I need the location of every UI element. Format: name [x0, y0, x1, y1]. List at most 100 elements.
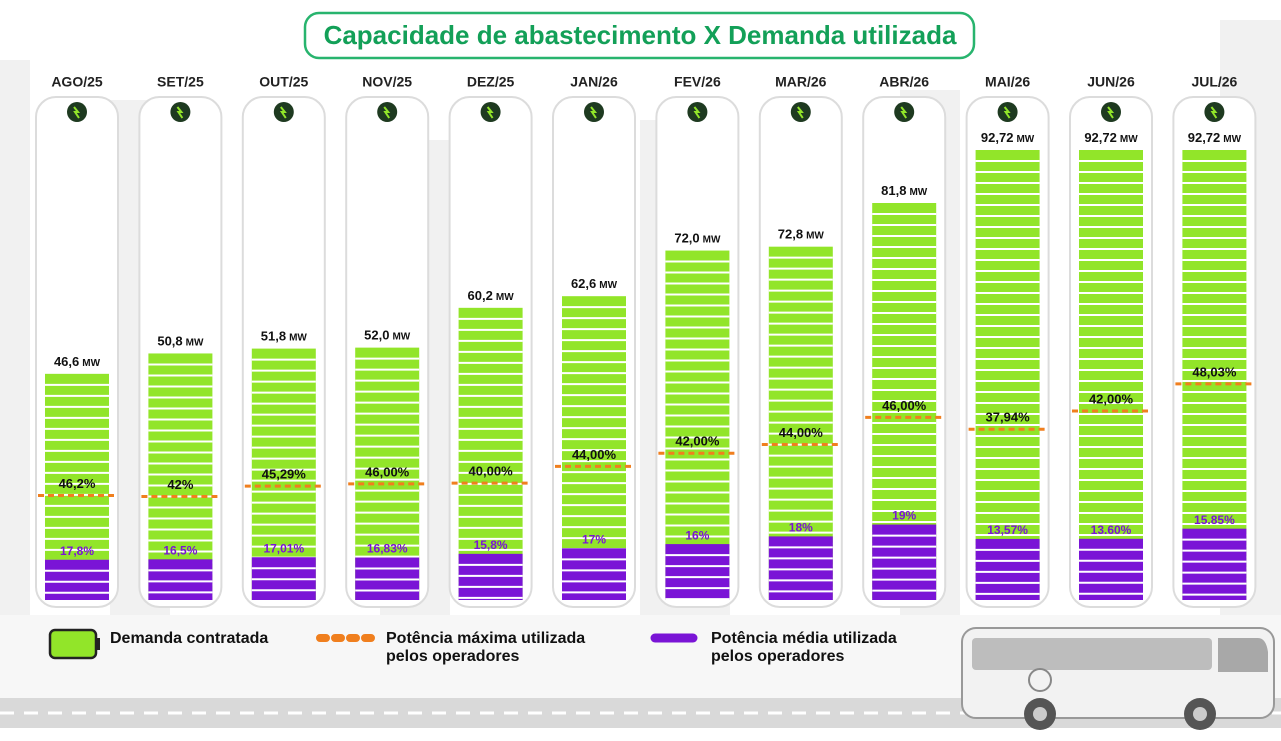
value-label: 46,6: [54, 354, 79, 369]
capacity-label: 52,0 MW: [364, 328, 411, 343]
icon: [1003, 106, 1011, 119]
icon: [1210, 106, 1218, 119]
max-label: 44,00%: [779, 425, 824, 440]
icon: [383, 106, 391, 119]
capacity-label: 92,72 MW: [1188, 130, 1242, 145]
unit-label: MW: [82, 357, 100, 368]
average-label: 16,83%: [367, 542, 408, 556]
value-label: 92,72: [1084, 130, 1117, 145]
max-label: 46,00%: [365, 464, 410, 479]
legend-label: Potência média utilizada pelos operadore…: [711, 630, 897, 665]
x-tick-label: FEV/26: [674, 74, 721, 90]
max-label: 46,00%: [882, 398, 927, 413]
max-label: 46,2%: [59, 476, 96, 491]
max-label: 44,00%: [572, 447, 617, 462]
unit-label: MW: [599, 280, 617, 291]
capacity-bar: [148, 353, 213, 600]
value-label: 92,72: [981, 130, 1014, 145]
legend-swatch: [96, 638, 100, 650]
value-label: 92,72: [1188, 130, 1221, 145]
unit-label: MW: [909, 187, 927, 198]
average-label: 17,01%: [263, 541, 304, 555]
x-tick-label: NOV/25: [362, 74, 412, 90]
x-tick-label: SET/25: [157, 74, 204, 90]
capacity-label: 62,6 MW: [571, 277, 618, 292]
legend-swatch: [48, 628, 98, 660]
average-label: 13.60%: [1091, 523, 1132, 537]
icon: [176, 106, 184, 119]
max-label: 48,03%: [1192, 364, 1237, 379]
average-label: 16,5%: [163, 543, 197, 557]
title-box: [303, 11, 976, 60]
average-bar: [148, 559, 213, 600]
x-tick-label: DEZ/25: [467, 74, 515, 90]
unit-label: MW: [1016, 134, 1034, 145]
x-tick-label: ABR/26: [879, 74, 929, 90]
icon: [279, 106, 287, 119]
value-label: 72,8: [778, 227, 803, 242]
value-label: 72,0: [674, 231, 699, 246]
unit-label: MW: [1120, 134, 1138, 145]
value-label: 81,8: [881, 183, 906, 198]
icon: [900, 106, 908, 119]
max-label: 42%: [167, 477, 193, 492]
average-bar: [665, 544, 730, 600]
unit-label: MW: [703, 234, 721, 245]
legend-label: Potência máxima utilizada pelos operador…: [386, 630, 586, 665]
capacity-label: 81,8 MW: [881, 183, 928, 198]
average-label: 15,8%: [474, 538, 508, 552]
x-tick-label: JAN/26: [570, 74, 618, 90]
legend-label: Demanda contratada: [110, 630, 269, 647]
capacity-bar: [458, 307, 523, 600]
value-label: 52,0: [364, 328, 389, 343]
average-label: 18%: [789, 521, 813, 535]
capacity-label: 92,72 MW: [981, 130, 1035, 145]
capacity-label: 60,2 MW: [468, 288, 515, 303]
max-label: 42,00%: [1089, 391, 1134, 406]
capacity-bar: [665, 250, 730, 600]
unit-label: MW: [392, 331, 410, 342]
average-bar: [872, 524, 937, 600]
bus: [961, 627, 1275, 730]
average-bar: [45, 559, 109, 600]
chart-title: Capacidade de abastecimento X Demanda ut…: [324, 20, 957, 50]
capacity-label: 72,0 MW: [674, 231, 721, 246]
average-bar: [1079, 538, 1143, 600]
max-label: 45,29%: [262, 467, 307, 482]
icon: [1107, 106, 1115, 119]
x-tick-label: OUT/25: [259, 74, 308, 90]
unit-label: MW: [186, 337, 204, 348]
icon: [796, 106, 804, 119]
icon: [693, 106, 701, 119]
x-tick-label: MAI/26: [985, 74, 1030, 90]
average-label: 15.85%: [1194, 513, 1235, 527]
x-tick-label: JUN/26: [1087, 74, 1135, 90]
average-label: 16%: [685, 528, 709, 542]
capacity-label: 51,8 MW: [261, 329, 308, 344]
icon: [486, 106, 494, 119]
average-label: 19%: [892, 509, 916, 523]
value-label: 60,2: [468, 288, 493, 303]
average-bar: [975, 538, 1040, 600]
max-label: 42,00%: [675, 434, 720, 449]
unit-label: MW: [806, 230, 824, 241]
value-label: 50,8: [157, 334, 182, 349]
icon: [73, 106, 81, 119]
value-label: 51,8: [261, 329, 286, 344]
icon: [590, 106, 598, 119]
capacity-label: 92,72 MW: [1084, 130, 1138, 145]
max-label: 40,00%: [469, 464, 514, 479]
unit-label: MW: [289, 332, 307, 343]
average-bar: [458, 553, 523, 600]
capacity-label: 72,8 MW: [778, 227, 825, 242]
unit-label: MW: [496, 291, 514, 302]
average-label: 13,57%: [987, 523, 1028, 537]
average-label: 17%: [582, 533, 606, 547]
capacity-label: 46,6 MW: [54, 354, 101, 369]
capacity-label: 50,8 MW: [157, 334, 204, 349]
x-tick-label: AGO/25: [51, 74, 103, 90]
unit-label: MW: [1223, 134, 1241, 145]
value-label: 62,6: [571, 277, 596, 292]
